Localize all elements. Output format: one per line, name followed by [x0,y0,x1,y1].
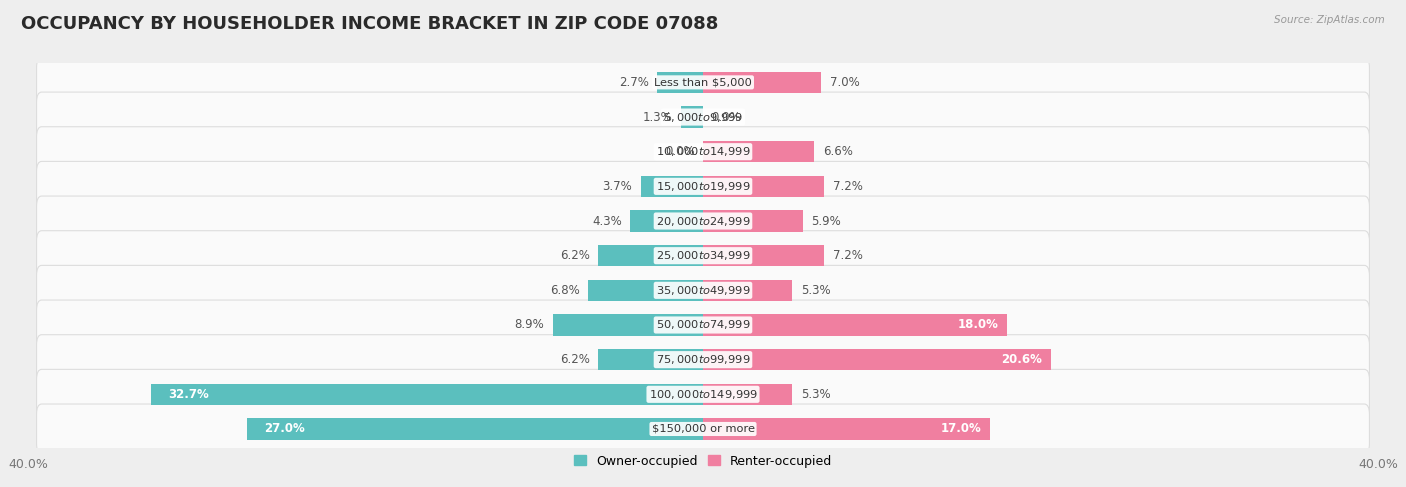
Bar [630,210,703,232]
Text: Source: ZipAtlas.com: Source: ZipAtlas.com [1274,15,1385,25]
Text: $5,000 to $9,999: $5,000 to $9,999 [664,111,742,124]
FancyBboxPatch shape [37,335,1369,385]
Bar [658,72,703,93]
Bar [681,106,703,128]
Bar [703,141,814,163]
Bar [152,384,703,405]
Text: 7.2%: 7.2% [832,249,863,262]
Text: 17.0%: 17.0% [941,423,981,435]
Bar [703,314,1007,336]
Text: 6.2%: 6.2% [560,353,591,366]
Text: 6.2%: 6.2% [560,249,591,262]
FancyBboxPatch shape [37,404,1369,454]
Text: $15,000 to $19,999: $15,000 to $19,999 [655,180,751,193]
FancyBboxPatch shape [37,265,1369,315]
Text: 4.3%: 4.3% [592,214,621,227]
Bar [599,349,703,371]
Text: 3.7%: 3.7% [602,180,633,193]
FancyBboxPatch shape [37,92,1369,142]
Bar [703,72,821,93]
Text: $50,000 to $74,999: $50,000 to $74,999 [655,318,751,332]
Text: 27.0%: 27.0% [264,423,305,435]
Text: 18.0%: 18.0% [957,318,998,332]
Bar [703,210,803,232]
Text: $20,000 to $24,999: $20,000 to $24,999 [655,214,751,227]
Bar [641,176,703,197]
FancyBboxPatch shape [37,231,1369,281]
Bar [553,314,703,336]
FancyBboxPatch shape [37,300,1369,350]
Text: $75,000 to $99,999: $75,000 to $99,999 [655,353,751,366]
Text: $25,000 to $34,999: $25,000 to $34,999 [655,249,751,262]
Bar [588,280,703,301]
Text: $35,000 to $49,999: $35,000 to $49,999 [655,284,751,297]
Text: $150,000 or more: $150,000 or more [651,424,755,434]
Text: Less than $5,000: Less than $5,000 [654,77,752,87]
Text: 2.7%: 2.7% [619,76,650,89]
Bar [703,384,793,405]
Text: 7.0%: 7.0% [830,76,859,89]
Text: 32.7%: 32.7% [169,388,209,401]
Bar [703,280,793,301]
Text: 0.0%: 0.0% [711,111,741,124]
Bar [703,418,990,440]
Text: 6.6%: 6.6% [823,145,852,158]
FancyBboxPatch shape [37,196,1369,246]
Text: 6.8%: 6.8% [550,284,579,297]
Text: 7.2%: 7.2% [832,180,863,193]
Text: OCCUPANCY BY HOUSEHOLDER INCOME BRACKET IN ZIP CODE 07088: OCCUPANCY BY HOUSEHOLDER INCOME BRACKET … [21,15,718,33]
Text: 5.9%: 5.9% [811,214,841,227]
Text: 5.3%: 5.3% [801,284,831,297]
Text: 20.6%: 20.6% [1001,353,1042,366]
FancyBboxPatch shape [37,127,1369,177]
Text: 1.3%: 1.3% [643,111,672,124]
FancyBboxPatch shape [37,57,1369,107]
Bar [703,349,1050,371]
Text: 5.3%: 5.3% [801,388,831,401]
Legend: Owner-occupied, Renter-occupied: Owner-occupied, Renter-occupied [568,450,838,472]
Text: $100,000 to $149,999: $100,000 to $149,999 [648,388,758,401]
Bar [703,176,824,197]
FancyBboxPatch shape [37,369,1369,419]
FancyBboxPatch shape [37,161,1369,211]
Text: 0.0%: 0.0% [665,145,695,158]
Text: $10,000 to $14,999: $10,000 to $14,999 [655,145,751,158]
Bar [599,245,703,266]
Text: 8.9%: 8.9% [515,318,544,332]
Bar [703,245,824,266]
Bar [247,418,703,440]
